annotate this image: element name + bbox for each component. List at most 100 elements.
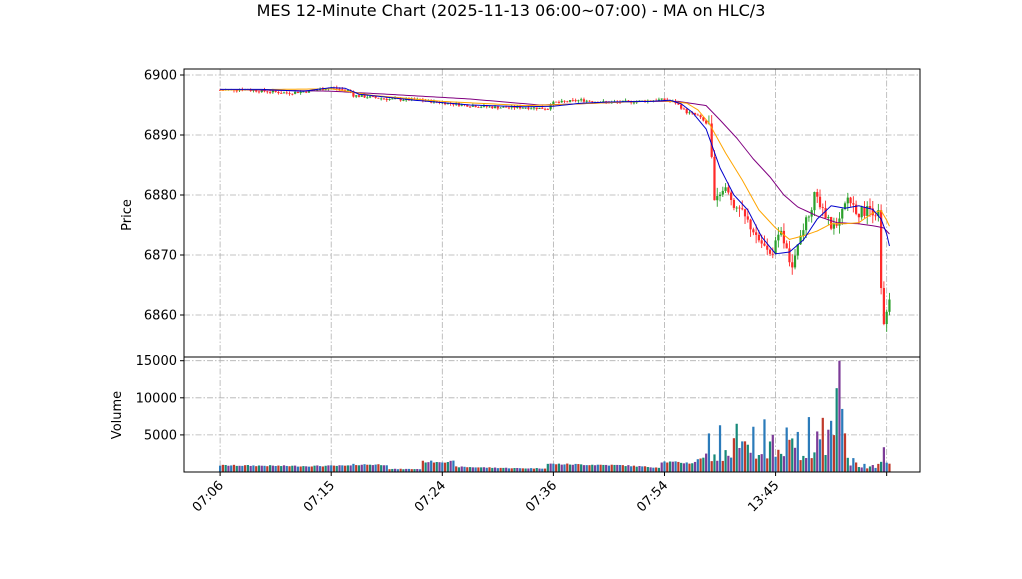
candle-body — [249, 90, 252, 92]
volume-bar — [313, 465, 316, 472]
candle-body — [716, 196, 719, 201]
volume-bar — [616, 464, 619, 472]
price-tick-label: 6860 — [144, 309, 177, 324]
volume-y-ticks: 5000 10000 15000 — [136, 354, 184, 443]
volume-bar — [777, 449, 780, 472]
price-candles — [218, 85, 891, 332]
price-tick-label: 6890 — [144, 129, 177, 144]
volume-bar — [652, 467, 655, 472]
candle-body — [377, 97, 380, 99]
volume-bar — [246, 465, 249, 472]
volume-bar — [566, 463, 569, 472]
candle-body — [807, 216, 811, 218]
volume-bar — [507, 468, 511, 472]
volume-bar — [435, 462, 438, 472]
volume-bar — [680, 462, 683, 472]
volume-bar — [635, 466, 638, 472]
candle-body — [788, 248, 791, 263]
volume-bar — [488, 467, 491, 472]
candle-body — [605, 101, 608, 103]
candle-body — [846, 197, 849, 204]
volume-bar — [441, 462, 444, 472]
candle-body — [346, 90, 349, 92]
candle-body — [577, 100, 580, 102]
volume-bar — [252, 465, 255, 472]
volume-frame — [183, 356, 921, 473]
volume-bar — [471, 467, 474, 472]
volume-bar — [588, 465, 591, 472]
candle-body — [421, 99, 424, 101]
volume-bar — [702, 457, 705, 472]
candle-body — [782, 230, 786, 244]
volume-bar — [530, 468, 533, 472]
volume-bar — [513, 468, 516, 472]
candle-body — [338, 88, 341, 90]
candle-body — [877, 210, 880, 217]
volume-bar — [560, 464, 563, 472]
candle-body — [757, 234, 761, 241]
candle-body — [727, 187, 730, 193]
x-tick-label: 07:06 — [190, 478, 227, 515]
volume-ylabel: Volume — [110, 391, 125, 439]
candle-body — [499, 107, 502, 109]
candle-body — [682, 108, 686, 110]
volume-bar — [641, 466, 644, 472]
volume-bar — [621, 465, 624, 472]
candle-body — [480, 106, 483, 108]
volume-bar — [796, 431, 799, 472]
volume-bar — [771, 434, 774, 472]
candle-body — [860, 207, 863, 218]
volume-bar — [732, 438, 736, 472]
volume-bars — [218, 360, 891, 472]
volume-bar — [282, 465, 286, 472]
candle-body — [452, 103, 455, 105]
candle-body — [343, 89, 347, 91]
candle-body — [235, 90, 238, 92]
volume-bar — [430, 460, 433, 472]
volume-bar — [730, 457, 733, 472]
candle-body — [360, 95, 363, 97]
volume-bar — [671, 461, 674, 472]
volume-bar — [657, 467, 661, 472]
x-tick-label: 07:15 — [301, 478, 338, 515]
volume-bar — [366, 464, 369, 472]
candle-body — [485, 105, 488, 107]
volume-bar — [310, 466, 313, 472]
volume-bar — [788, 439, 791, 472]
volume-bar — [760, 454, 763, 472]
volume-bar — [224, 464, 227, 472]
volume-bar — [557, 463, 561, 472]
candle-body — [502, 106, 505, 108]
candle-body — [357, 95, 361, 97]
candle-body — [530, 108, 533, 110]
volume-bar — [693, 461, 697, 472]
candle-body — [799, 235, 802, 245]
candle-body — [857, 213, 861, 218]
volume-bar — [818, 439, 822, 472]
volume-bar — [546, 463, 549, 472]
candle-body — [518, 106, 522, 109]
volume-bar — [293, 465, 297, 472]
candle-body — [760, 240, 763, 244]
price-ylabel: Price — [120, 199, 135, 231]
candle-body — [818, 196, 822, 208]
candle-body — [352, 91, 355, 97]
candle-body — [527, 107, 530, 109]
candle-body — [688, 112, 691, 114]
volume-bar — [385, 465, 388, 472]
volume-bar — [602, 464, 605, 472]
volume-bar — [782, 456, 786, 472]
volume-bar — [618, 464, 622, 472]
volume-bar — [705, 453, 708, 472]
volume-bar — [668, 461, 672, 472]
volume-bar — [396, 469, 399, 472]
candle-body — [868, 206, 872, 209]
volume-bar — [413, 469, 416, 472]
candle-body — [466, 104, 469, 107]
volume-bar — [274, 465, 277, 472]
candle-body — [571, 100, 574, 101]
volume-bar — [277, 465, 280, 472]
candle-body — [816, 192, 819, 197]
volume-bar — [238, 465, 241, 472]
